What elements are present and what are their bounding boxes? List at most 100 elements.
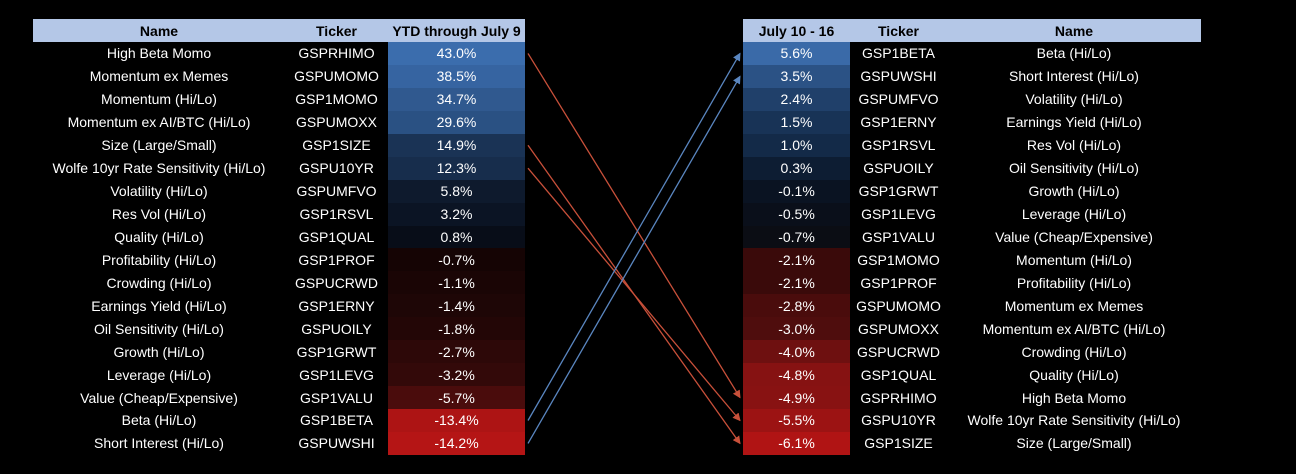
ytd-return: -1.1% [388, 271, 525, 295]
ytd-return: 12.3% [388, 156, 525, 180]
table-row: -5.5% GSPU10YR Wolfe 10yr Rate Sensitivity… [743, 409, 1201, 432]
factor-name: Short Interest (Hi/Lo) [94, 435, 224, 452]
table-row: 1.5% GSP1ERNY Earnings Yield (Hi/Lo) [743, 110, 1201, 134]
table-row: 2.4% GSPUMFVO Volatility (Hi/Lo) [743, 87, 1201, 111]
table-row: Short Interest (Hi/Lo) GSPUWSHI -14.2% [33, 431, 525, 455]
factor-name: Leverage (Hi/Lo) [1021, 206, 1127, 223]
rank-change-arrow [527, 167, 741, 422]
table-row: -6.1% GSP1SIZE Size (Large/Small) [743, 431, 1201, 455]
factor-ticker: GSPUWSHI [298, 435, 375, 452]
header-week: July 10 - 16 [758, 22, 835, 39]
table-row: -0.1% GSP1GRWT Growth (Hi/Lo) [743, 179, 1201, 203]
factor-ticker: GSP1ERNY [860, 114, 937, 131]
ytd-return: -5.7% [388, 386, 525, 409]
table-row: -3.0% GSPUMOXX Momentum ex AI/BTC (Hi/Lo) [743, 317, 1201, 341]
ytd-return: -1.4% [388, 294, 525, 318]
table-row: Wolfe 10yr Rate Sensitivity (Hi/Lo) GSPU1… [33, 156, 525, 180]
factor-ticker: GSP1BETA [300, 412, 373, 429]
weekly-return: -2.8% [743, 294, 850, 318]
factor-ticker: GSPUMOXX [858, 320, 939, 337]
weekly-return: -2.1% [743, 248, 850, 272]
weekly-return: -0.7% [743, 225, 850, 249]
ytd-return: 0.8% [388, 225, 525, 249]
factor-name: Res Vol (Hi/Lo) [111, 206, 207, 223]
weekly-return: -4.0% [743, 340, 850, 364]
factor-ticker: GSPU10YR [299, 160, 374, 177]
factor-name: Momentum ex Memes [1004, 297, 1144, 314]
table-row: 3.5% GSPUWSHI Short Interest (Hi/Lo) [743, 64, 1201, 88]
factor-name: Beta (Hi/Lo) [121, 412, 197, 429]
table-row: Volatility (Hi/Lo) GSPUMFVO 5.8% [33, 179, 525, 203]
table-row: -2.1% GSP1MOMO Momentum (Hi/Lo) [743, 248, 1201, 272]
rank-change-arrow [527, 53, 741, 399]
table-row: -4.0% GSPUCRWD Crowding (Hi/Lo) [743, 340, 1201, 364]
ytd-return: 3.2% [388, 202, 525, 226]
factor-name: Value (Cheap/Expensive) [80, 389, 238, 406]
factor-ticker: GSPUCRWD [295, 274, 378, 291]
factor-ticker: GSPUMFVO [296, 183, 377, 200]
factor-name: Volatility (Hi/Lo) [110, 183, 208, 200]
ytd-return: -2.7% [388, 340, 525, 364]
table-row: Earnings Yield (Hi/Lo) GSP1ERNY -1.4% [33, 294, 525, 318]
factor-ticker: GSPUOILY [863, 160, 934, 177]
factor-name: Momentum ex Memes [89, 68, 229, 85]
factor-ticker: GSPUCRWD [857, 343, 940, 360]
factor-ticker: GSP1SIZE [302, 137, 371, 154]
ytd-return: -0.7% [388, 248, 525, 272]
table-row: -4.8% GSP1QUAL Quality (Hi/Lo) [743, 363, 1201, 387]
weekly-return: 0.3% [743, 156, 850, 180]
factor-ticker: GSP1LEVG [299, 366, 374, 383]
factor-name: Earnings Yield (Hi/Lo) [91, 297, 227, 314]
weekly-return: 5.6% [743, 42, 850, 65]
factor-name: Momentum (Hi/Lo) [1016, 251, 1132, 268]
weekly-table-header: July 10 - 16 Ticker Name [743, 19, 1201, 42]
weekly-return: -5.5% [743, 409, 850, 432]
header-ticker: Ticker [878, 22, 919, 39]
header-name: Name [139, 22, 179, 39]
weekly-return: 1.5% [743, 110, 850, 134]
factor-ticker: GSP1MOMO [857, 251, 940, 268]
weekly-table-body: 5.6% GSP1BETA Beta (Hi/Lo) 3.5% GSPUWSHI Shor… [743, 42, 1201, 455]
table-row: Beta (Hi/Lo) GSP1BETA -13.4% [33, 409, 525, 432]
table-row: Profitability (Hi/Lo) GSP1PROF -0.7% [33, 248, 525, 272]
factor-name: Momentum ex AI/BTC (Hi/Lo) [67, 114, 251, 131]
factor-name: Growth (Hi/Lo) [1028, 183, 1120, 200]
weekly-return: -6.1% [743, 431, 850, 455]
weekly-return: 1.0% [743, 133, 850, 157]
ytd-table-header: Name Ticker YTD through July 9 [33, 19, 525, 42]
table-row: -4.9% GSPRHIMO High Beta Momo [743, 386, 1201, 409]
table-row: Oil Sensitivity (Hi/Lo) GSPUOILY -1.8% [33, 317, 525, 341]
weekly-return: -3.0% [743, 317, 850, 341]
factor-name: Oil Sensitivity (Hi/Lo) [94, 320, 224, 337]
header-name: Name [1054, 22, 1094, 39]
factor-name: Size (Large/Small) [101, 137, 217, 154]
factor-name: Short Interest (Hi/Lo) [1009, 68, 1139, 85]
factor-name: Momentum (Hi/Lo) [101, 91, 217, 108]
table-row: Leverage (Hi/Lo) GSP1LEVG -3.2% [33, 363, 525, 387]
factor-name: Earnings Yield (Hi/Lo) [1006, 114, 1142, 131]
factor-ticker: GSPUMOMO [294, 68, 379, 85]
ytd-return: 29.6% [388, 110, 525, 134]
factor-ticker: GSP1GRWT [858, 183, 939, 200]
table-row: -2.1% GSP1PROF Profitability (Hi/Lo) [743, 271, 1201, 295]
factor-name: Quality (Hi/Lo) [114, 228, 204, 245]
table-row: -0.5% GSP1LEVG Leverage (Hi/Lo) [743, 202, 1201, 226]
header-ticker: Ticker [316, 22, 357, 39]
factor-name: Beta (Hi/Lo) [1036, 45, 1112, 62]
ytd-return: 34.7% [388, 87, 525, 111]
factor-ticker: GSPUMFVO [858, 91, 939, 108]
factor-ticker: GSP1SIZE [864, 435, 933, 452]
table-row: Size (Large/Small) GSP1SIZE 14.9% [33, 133, 525, 157]
factor-name: Wolfe 10yr Rate Sensitivity (Hi/Lo) [52, 160, 266, 177]
factor-ticker: GSP1VALU [300, 389, 373, 406]
factor-name: Profitability (Hi/Lo) [1016, 274, 1132, 291]
factor-name: Res Vol (Hi/Lo) [1026, 137, 1122, 154]
factor-ticker: GSPUOILY [301, 320, 372, 337]
factor-ticker: GSP1LEVG [861, 206, 936, 223]
rank-change-arrow [527, 75, 741, 444]
ytd-return: 43.0% [388, 42, 525, 65]
factor-ticker: GSP1MOMO [295, 91, 378, 108]
factor-ticker: GSPRHIMO [860, 389, 937, 406]
table-row: High Beta Momo GSPRHIMO 43.0% [33, 42, 525, 65]
table-row: Value (Cheap/Expensive) GSP1VALU -5.7% [33, 386, 525, 409]
